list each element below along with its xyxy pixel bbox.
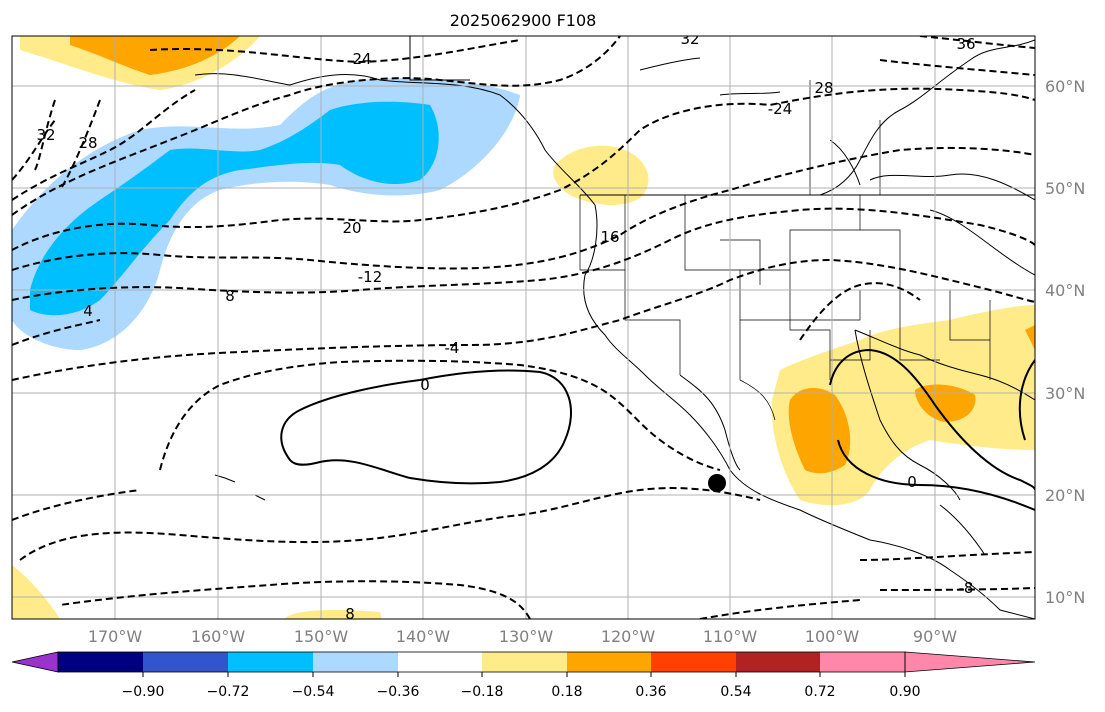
lon-label: 100°W [805,627,860,646]
contour-label: 20 [342,219,361,237]
colorbar-swatch [228,652,313,672]
latitude-labels: 60°N 50°N 40°N 30°N 20°N 10°N [1045,77,1085,607]
colorbar-swatch [567,652,651,672]
contour-label: 32 [36,126,55,144]
zero-contour [280,348,1035,511]
colorbar-tick-label: 0.72 [804,684,835,700]
lon-label: 110°W [703,627,758,646]
contour-label: -12 [358,268,383,286]
lat-label: 50°N [1045,179,1085,198]
colorbar-swatch [143,652,228,672]
contour-label: 36 [956,35,975,53]
positive-anomaly-region [12,36,1035,619]
colorbar-tick-label: −0.18 [461,684,504,700]
lat-label: 30°N [1045,384,1085,403]
longitude-labels: 170°W 160°W 150°W 140°W 130°W 120°W 110°… [88,627,957,646]
colorbar-swatch [313,652,398,672]
contour-label: -8 [959,579,974,597]
colorbar: −0.90 −0.72 −0.54 −0.36 −0.18 0.18 0.36 … [11,651,1036,700]
lon-label: 140°W [396,627,451,646]
lat-label: 60°N [1045,77,1085,96]
location-marker [708,474,726,492]
contour-label: 28 [814,79,833,97]
lon-label: 130°W [499,627,554,646]
contour-labels: 24 32 28 32 28 -24 20 -12 8 4 -4 0 16 36… [36,30,975,623]
colorbar-tick-label: −0.90 [122,684,165,700]
colorbar-swatch [651,652,736,672]
lon-label: 160°W [191,627,246,646]
colorbar-tick-label: −0.54 [292,684,335,700]
contour-label: 16 [600,228,619,246]
lon-label: 120°W [601,627,656,646]
contour-label: 28 [78,134,97,152]
contour-label: 4 [83,302,93,320]
lat-label: 20°N [1045,486,1085,505]
colorbar-swatch [736,652,820,672]
colorbar-tick-label: 0.18 [551,684,582,700]
colorbar-right-extend [904,651,1036,673]
negative-anomaly-region [12,78,520,350]
lon-label: 90°W [913,627,957,646]
contour-label: 8 [345,605,355,623]
colorbar-tick-label: −0.72 [207,684,250,700]
contour-label: 8 [225,287,235,305]
map-frame [11,35,1036,620]
map-panel: 24 32 28 32 28 -24 20 -12 8 4 -4 0 16 36… [12,30,1035,623]
contour-label: 0 [420,376,430,394]
lon-label: 150°W [294,627,349,646]
contour-label: 32 [680,30,699,48]
coastlines [194,36,1035,619]
lon-label: 170°W [88,627,143,646]
lat-label: 40°N [1045,281,1085,300]
contour-label: 24 [352,50,371,68]
colorbar-swatch [482,652,567,672]
map-title: 2025062900 F108 [450,11,597,30]
lat-label: 10°N [1045,588,1085,607]
colorbar-swatch [820,652,905,672]
contour-label: -4 [445,339,460,357]
colorbar-swatch [58,652,143,672]
colorbar-left-extend [11,651,59,673]
colorbar-tick-label: 0.36 [635,684,666,700]
colorbar-tick-label: 0.54 [720,684,751,700]
colorbar-swatch [398,652,482,672]
dashed-contours [12,36,1035,619]
contour-label: 0 [907,473,917,491]
contour-label: -24 [768,100,793,118]
colorbar-tick-label: −0.36 [377,684,420,700]
colorbar-tick-label: 0.90 [889,684,920,700]
